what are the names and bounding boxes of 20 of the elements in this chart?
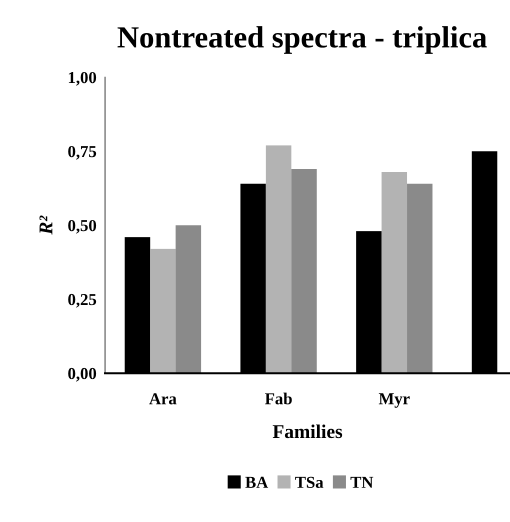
legend-label: TN — [350, 476, 374, 488]
x-axis-title: Families — [272, 424, 342, 438]
chart-title: Nontreated spectra - triplica — [118, 26, 487, 54]
y-tick-label: 1,00 — [68, 72, 96, 86]
y-tick-label: 0,75 — [68, 146, 96, 160]
bar — [407, 184, 432, 374]
bar — [382, 172, 408, 374]
legend-label: TSa — [295, 476, 324, 488]
bar — [176, 225, 202, 374]
y-tick-label: 0,25 — [68, 294, 96, 308]
legend-label: BA — [245, 476, 268, 488]
x-tick-label: Ara — [149, 393, 177, 404]
y-tick-label: 0,50 — [68, 220, 96, 234]
bar — [291, 169, 317, 374]
x-tick-label: Myr — [378, 393, 410, 408]
bar — [266, 145, 292, 374]
y-tick-label: 0,00 — [68, 368, 96, 382]
x-tick-label: Fab — [265, 392, 292, 404]
y-axis-title: R² — [39, 216, 52, 235]
bar — [150, 248, 176, 374]
